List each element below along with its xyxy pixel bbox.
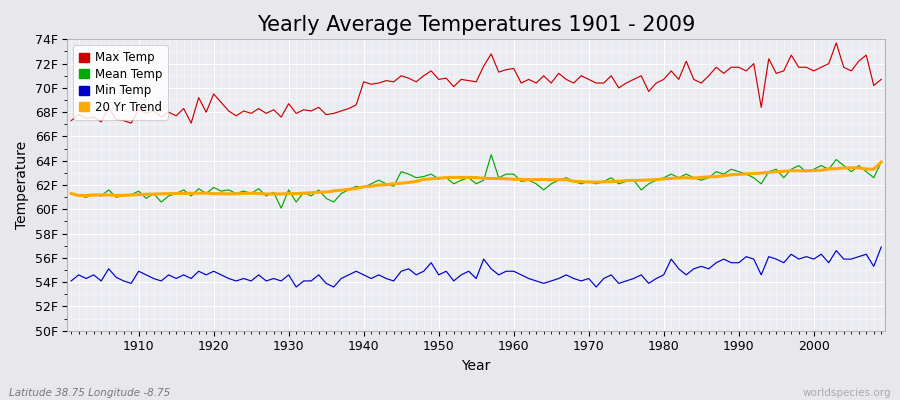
Text: worldspecies.org: worldspecies.org bbox=[803, 388, 891, 398]
Legend: Max Temp, Mean Temp, Min Temp, 20 Yr Trend: Max Temp, Mean Temp, Min Temp, 20 Yr Tre… bbox=[73, 45, 167, 120]
Text: Latitude 38.75 Longitude -8.75: Latitude 38.75 Longitude -8.75 bbox=[9, 388, 170, 398]
X-axis label: Year: Year bbox=[462, 359, 490, 373]
Y-axis label: Temperature: Temperature bbox=[15, 141, 29, 229]
Title: Yearly Average Temperatures 1901 - 2009: Yearly Average Temperatures 1901 - 2009 bbox=[257, 15, 696, 35]
